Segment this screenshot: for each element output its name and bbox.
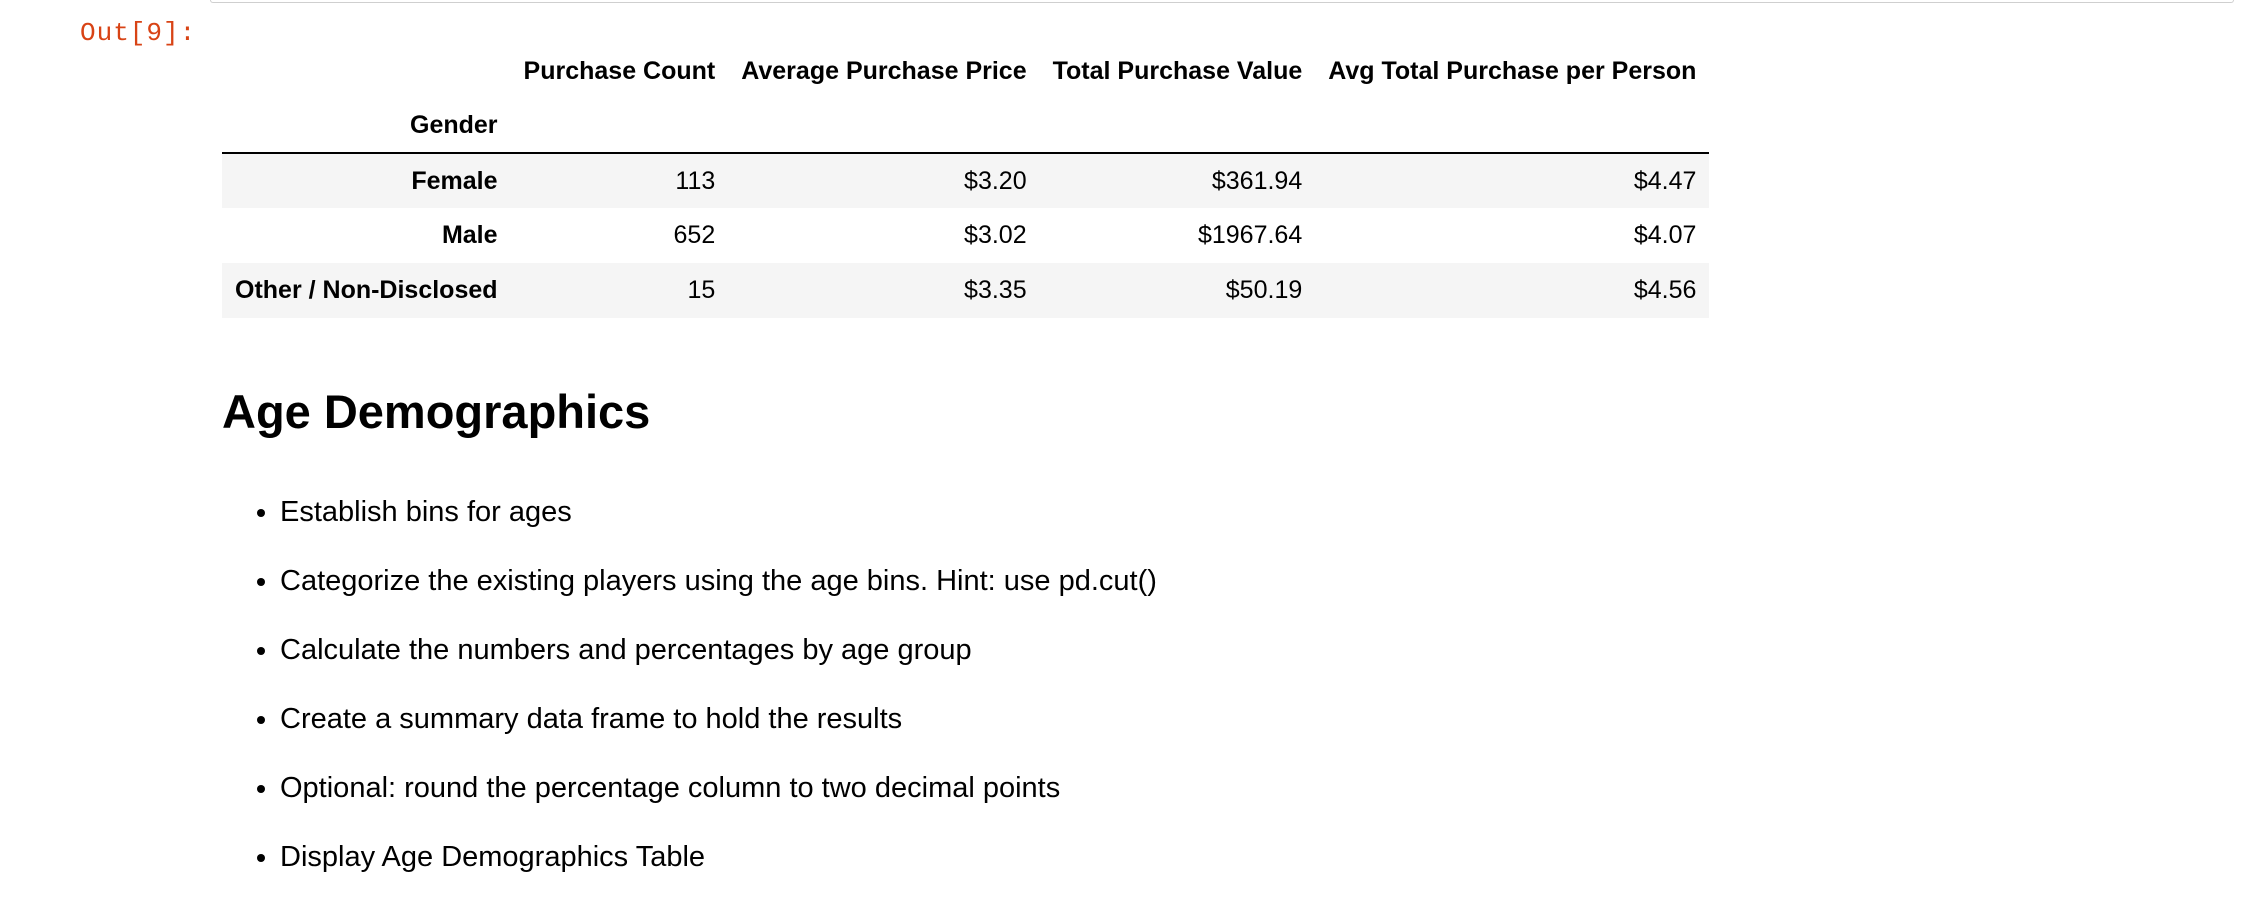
column-header-row: Purchase Count Average Purchase Price To… bbox=[222, 44, 1709, 98]
purchase-count-cell: 652 bbox=[673, 221, 716, 249]
table-row: Other / Non-Disclosed 15 $3.35 $50.19 $4… bbox=[222, 263, 1710, 318]
average-price-cell: $3.35 bbox=[964, 276, 1027, 304]
column-header-avg-total-per-person: Avg Total Purchase per Person bbox=[1328, 56, 1697, 85]
list-item: Calculate the numbers and percentages by… bbox=[280, 618, 1157, 687]
table-row: Female 113 $3.20 $361.94 $4.47 bbox=[222, 153, 1710, 208]
column-header-average-purchase-price: Average Purchase Price bbox=[741, 56, 1027, 85]
list-item: Display Age Demographics Table bbox=[280, 825, 1157, 894]
list-item: Categorize the existing players using th… bbox=[280, 549, 1157, 618]
avg-per-person-cell: $4.56 bbox=[1633, 276, 1697, 304]
row-label: Other / Non-Disclosed bbox=[235, 276, 498, 304]
index-name-header: Gender bbox=[410, 110, 498, 139]
column-header-purchase-count: Purchase Count bbox=[523, 56, 716, 85]
row-label: Female bbox=[411, 166, 498, 195]
index-name-row: Gender bbox=[222, 98, 1710, 153]
column-header-total-purchase-value: Total Purchase Value bbox=[1052, 56, 1303, 85]
total-value-cell: $50.19 bbox=[1225, 276, 1303, 304]
purchase-count-cell: 113 bbox=[675, 166, 716, 195]
list-item: Establish bins for ages bbox=[280, 480, 1157, 549]
section-heading: Age Demographics bbox=[222, 385, 651, 438]
instruction-list: Establish bins for ages Categorize the e… bbox=[222, 480, 1157, 894]
purchase-count-cell: 15 bbox=[687, 276, 716, 304]
avg-per-person-cell: $4.07 bbox=[1633, 221, 1697, 249]
previous-cell-border bbox=[210, 0, 2234, 3]
total-value-cell: $361.94 bbox=[1211, 166, 1303, 195]
average-price-cell: $3.20 bbox=[964, 166, 1027, 195]
output-prompt: Out[9]: bbox=[80, 18, 197, 48]
avg-per-person-cell: $4.47 bbox=[1633, 166, 1697, 195]
gender-summary-table: Purchase Count Average Purchase Price To… bbox=[222, 44, 1710, 318]
list-item: Optional: round the percentage column to… bbox=[280, 756, 1157, 825]
average-price-cell: $3.02 bbox=[964, 221, 1027, 249]
table-row: Male 652 $3.02 $1967.64 $4.07 bbox=[222, 208, 1709, 263]
row-label: Male bbox=[441, 221, 498, 249]
list-item: Create a summary data frame to hold the … bbox=[280, 687, 1157, 756]
total-value-cell: $1967.64 bbox=[1197, 221, 1303, 249]
corner-header bbox=[222, 44, 511, 98]
